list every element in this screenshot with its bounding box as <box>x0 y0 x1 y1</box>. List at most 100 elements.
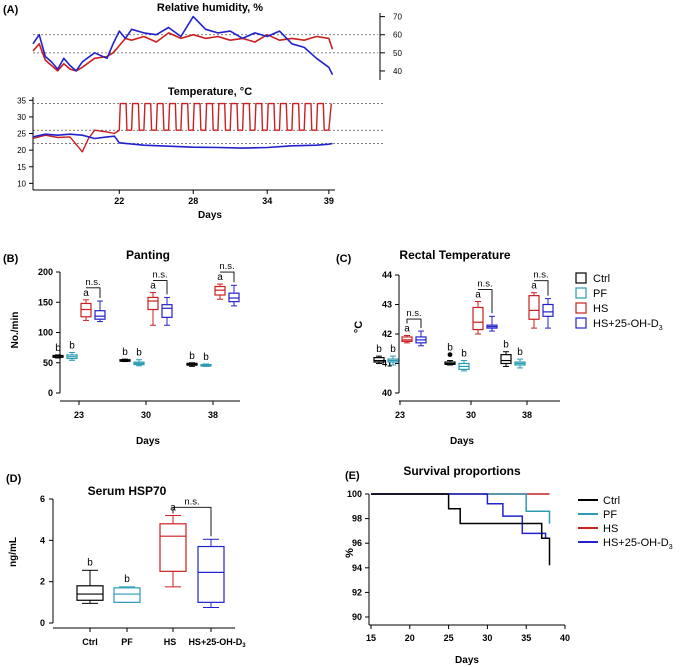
x-tick-label: 28 <box>188 196 198 206</box>
significance-bracket <box>406 318 422 329</box>
y-tick-label: 98 <box>352 514 362 524</box>
legend-label-hs: HS <box>603 523 618 535</box>
panel-a-bottom: Temperature, °C Days 10 15 20 25 30 35 22 28 34 3… <box>17 86 385 221</box>
y-tick-label: 0 <box>48 388 53 398</box>
panel-label-b: (B) <box>3 253 19 265</box>
significance-label: n.s. <box>477 279 492 290</box>
y-tick-label: 100 <box>38 328 53 338</box>
y-tick-label: 40 <box>382 388 392 398</box>
y-axis-label: No./min <box>10 312 21 349</box>
x-tick-label: HS+25-OH-D3 <box>188 637 246 649</box>
series-line-hs <box>32 32 334 72</box>
box-hs <box>214 285 226 296</box>
y-tick-label: 94 <box>352 563 362 573</box>
significance-letter: b <box>517 347 523 358</box>
significance-letter: b <box>203 352 209 363</box>
significance-bracket <box>153 280 168 295</box>
significance-letter: b <box>122 347 128 358</box>
significance-letter: a <box>83 288 89 299</box>
significance-letter: b <box>136 348 142 359</box>
y-tick-label: 25 <box>17 130 26 139</box>
chart-title: Survival proportions <box>403 464 521 478</box>
panel-label-d: (D) <box>6 473 22 485</box>
legend-label-pf: PF <box>603 509 617 521</box>
x-tick-label: 20 <box>405 633 415 643</box>
significance-letter: a <box>150 281 156 292</box>
x-axis-label: Days <box>198 210 222 221</box>
legend-swatch-ctrl <box>575 272 587 284</box>
y-tick-label: 100 <box>347 489 362 499</box>
y-tick-label: 0 <box>40 618 45 628</box>
y-tick-label: 90 <box>352 612 362 622</box>
x-tick-label: 38 <box>208 410 218 420</box>
x-tick-label: 40 <box>560 633 570 643</box>
significance-label: n.s. <box>533 270 548 281</box>
significance-letter: b <box>376 344 382 355</box>
chart-title: Relative humidity, % <box>157 2 263 14</box>
significance-letter: b <box>461 349 467 360</box>
significance-letter: a <box>475 290 481 301</box>
x-tick-label: HS <box>164 637 177 647</box>
legend-swatch-hs <box>575 302 587 314</box>
significance-letter: b <box>55 343 61 354</box>
significance-bracket <box>220 271 235 283</box>
legend-swatch-hsd <box>575 317 587 329</box>
significance-label: n.s. <box>184 496 199 507</box>
y-tick-label: 50 <box>393 49 402 58</box>
x-tick-label: 30 <box>466 410 476 420</box>
legend-label-hs: HS <box>593 303 608 315</box>
significance-label: n.s. <box>219 261 234 272</box>
significance-letter: b <box>87 557 93 568</box>
y-tick-label: 60 <box>393 31 402 40</box>
survival-line-ctrl <box>371 493 551 566</box>
box-ctrl <box>76 585 104 601</box>
panel-a-top: Relative humidity, % 40 50 60 70 <box>32 2 402 80</box>
legend-swatch-pf <box>575 287 587 299</box>
y-tick-label: 6 <box>40 494 45 504</box>
legend-label-pf: PF <box>593 288 607 300</box>
legend-groups: Ctrl PF HS HS+25-OH-D3 <box>575 272 663 332</box>
significance-label: n.s. <box>406 308 421 319</box>
y-tick-label: 10 <box>17 179 26 188</box>
x-tick-label: 15 <box>366 633 376 643</box>
y-tick-label: 4 <box>40 535 45 545</box>
y-tick-label: 96 <box>352 538 362 548</box>
significance-letter: b <box>189 351 195 362</box>
y-tick-label: 70 <box>393 13 402 22</box>
chart-title: Rectal Temperature <box>399 248 510 262</box>
box-hs <box>401 336 413 342</box>
significance-label: n.s. <box>85 277 100 288</box>
y-tick-label: 92 <box>352 587 362 597</box>
significance-letter: b <box>390 344 396 355</box>
x-tick-label: 30 <box>482 633 492 643</box>
significance-label: n.s. <box>152 270 167 281</box>
box-hsd <box>197 545 225 603</box>
chart-title: Temperature, °C <box>168 86 252 98</box>
x-tick-label: 23 <box>395 410 405 420</box>
y-axis-label: ng/mL <box>8 537 19 567</box>
x-axis-label: Days <box>455 655 479 666</box>
box-pf <box>113 587 141 603</box>
legend-label-ctrl: Ctrl <box>603 495 620 507</box>
panel-e-survival: Survival proportions % Days 90 92 94 96 98 10… <box>344 464 673 666</box>
y-tick-label: 50 <box>43 358 53 368</box>
y-tick-label: 40 <box>393 67 402 76</box>
survival-line-hsd <box>371 493 550 540</box>
x-tick-label: 38 <box>522 410 532 420</box>
y-tick-label: 2 <box>40 577 45 587</box>
y-tick-label: 35 <box>17 96 26 105</box>
y-tick-label: 43 <box>382 300 392 310</box>
box-hs <box>147 296 159 311</box>
panel-label-a: (A) <box>3 4 19 16</box>
legend-label-hsd: HS+25-OH-D3 <box>593 318 663 332</box>
box-hs <box>159 523 187 572</box>
panel-c-rectal-temperature: Rectal Temperature °C Days 40 41 42 43 44 23 b… <box>353 248 560 447</box>
y-tick-label: 200 <box>38 267 53 277</box>
panel-label-e: (E) <box>345 470 360 482</box>
y-tick-label: 15 <box>17 163 26 172</box>
box-hsd <box>542 303 554 317</box>
box-ctrl <box>500 354 512 365</box>
series-line-hs <box>32 102 332 153</box>
x-tick-label: 39 <box>324 196 334 206</box>
